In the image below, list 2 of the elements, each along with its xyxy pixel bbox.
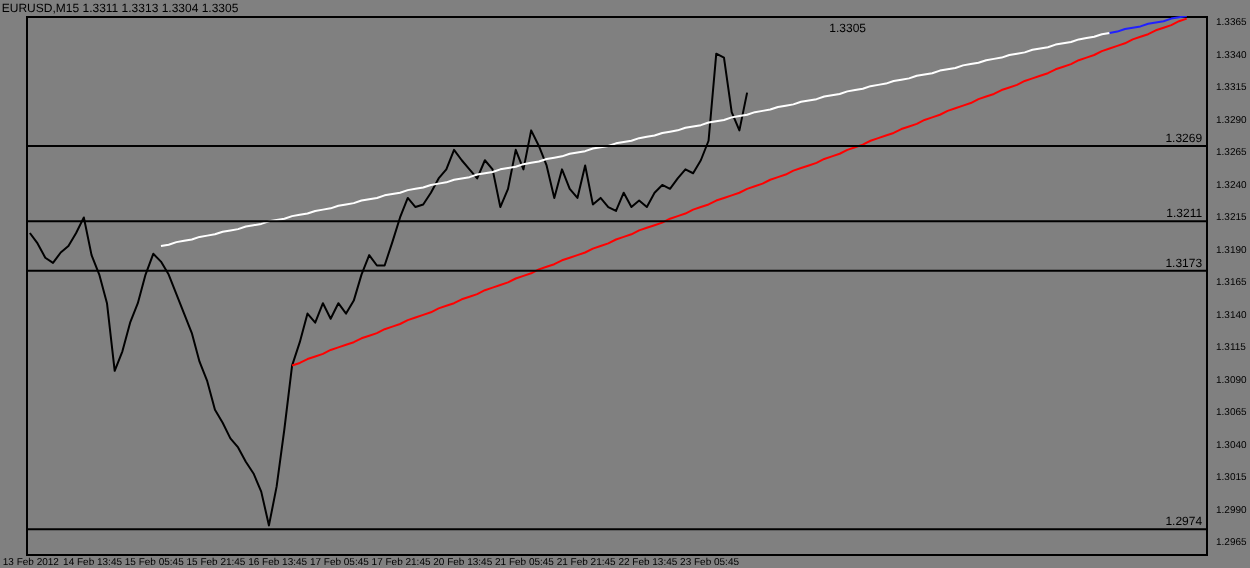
line-series: [1108, 16, 1188, 34]
line-series: [159, 31, 1111, 248]
